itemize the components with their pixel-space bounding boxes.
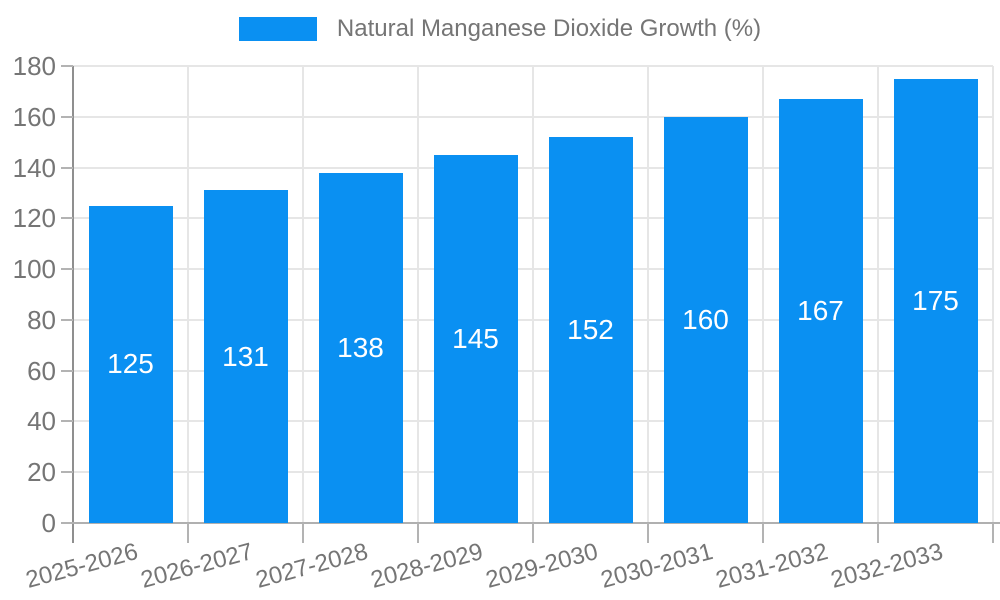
legend-swatch [238,17,317,41]
x-axis-tick-label: 2028-2029 [367,538,486,594]
y-axis-tick-label: 60 [27,355,56,386]
y-axis-tick [61,471,73,474]
chart-legend: Natural Manganese Dioxide Growth (%) [0,15,1000,43]
gridline-vertical [877,66,879,523]
bar-value-label: 145 [452,322,499,354]
y-axis-tick [61,420,73,423]
x-axis-tick-label: 2029-2030 [482,538,601,594]
gridline-vertical [992,66,994,523]
x-axis-tick-label: 2032-2033 [827,538,946,594]
x-axis-tick [647,523,649,543]
bar-value-label: 175 [912,284,959,316]
x-axis-tick [992,523,994,543]
bar [88,205,173,523]
x-axis-tick [762,523,764,543]
bar [203,190,288,523]
x-axis-tick [302,523,304,543]
y-axis-tick [61,115,73,118]
bar [778,99,863,523]
bar-value-label: 167 [797,295,844,326]
bar-value-label: 125 [107,348,154,380]
bar-value-label: 152 [567,314,614,346]
x-axis-tick-label: 2031-2032 [712,538,831,594]
y-axis-tick-label: 160 [12,101,56,132]
x-axis-tick-label: 2026-2027 [137,538,256,594]
y-axis-tick-label: 40 [27,406,56,437]
y-axis-tick [61,166,73,169]
bar [663,116,748,523]
bar [548,137,633,523]
bar [318,172,403,523]
legend-label: Natural Manganese Dioxide Growth (%) [336,15,762,42]
y-axis-tick [61,318,73,321]
bar-value-label: 138 [337,331,384,363]
x-axis-tick-label: 2027-2028 [252,538,371,594]
y-axis-tick-label: 180 [12,51,56,81]
y-axis-tick-label: 100 [12,254,56,285]
gridline-vertical [647,66,649,523]
gridline-vertical [532,66,534,523]
bar [433,154,518,523]
x-axis-tick-label: 2025-2026 [22,538,141,594]
x-axis-tick [417,523,419,543]
y-axis-tick [61,268,73,271]
y-axis-tick [61,65,73,67]
x-axis-line [61,522,1000,524]
y-axis-tick-label: 80 [27,304,56,335]
x-axis-tick [187,523,189,543]
y-axis-tick-label: 120 [12,203,56,234]
y-axis-tick-label: 0 [41,508,56,538]
x-axis-tick-label: 2030-2031 [597,538,716,594]
y-axis-tick [61,369,73,372]
y-axis-line [72,66,74,543]
y-axis-tick-label: 20 [27,457,56,488]
y-axis-tick [61,522,73,524]
gridline-vertical [417,66,419,523]
gridline-vertical [187,66,189,523]
gridline-vertical [762,66,764,523]
y-axis-tick [61,217,73,220]
bar [893,78,978,523]
x-axis-tick [532,523,534,543]
x-axis-tick [877,523,879,543]
bar-value-label: 131 [222,340,269,372]
y-axis-tick-label: 140 [12,152,56,183]
gridline-vertical [302,66,304,523]
bar-value-label: 160 [682,303,729,335]
